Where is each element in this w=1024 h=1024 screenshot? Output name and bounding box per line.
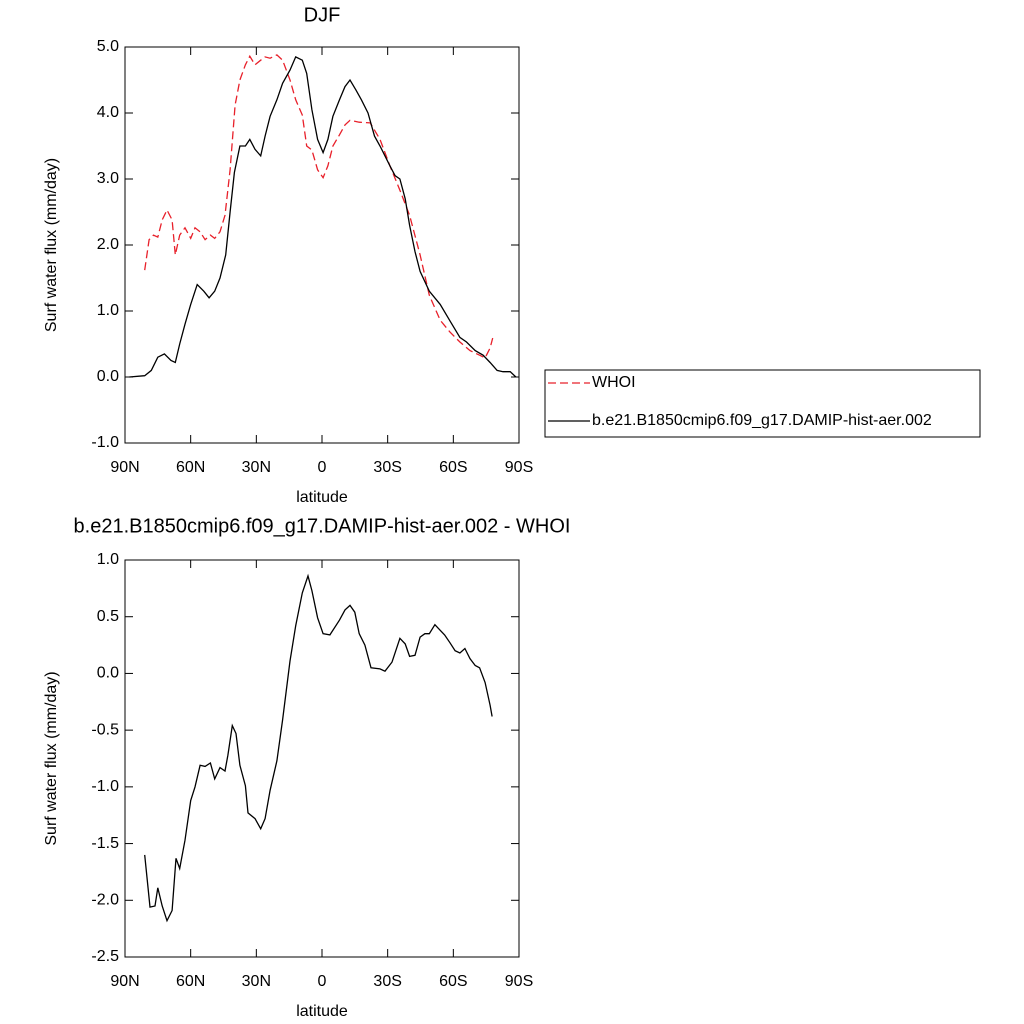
y-tick-label: -0.5 bbox=[91, 721, 119, 738]
y-tick-label: -1.5 bbox=[91, 835, 119, 852]
y-tick-label: 0.5 bbox=[97, 608, 119, 625]
data-line bbox=[129, 56, 517, 378]
plot-frame bbox=[124, 559, 520, 958]
plot-frame bbox=[124, 46, 520, 444]
x-tick-label: 30N bbox=[242, 973, 271, 990]
y-tick-label: 0.0 bbox=[97, 665, 119, 682]
y-tick-label: 1.0 bbox=[97, 551, 119, 568]
y-tick-label: 3.0 bbox=[97, 170, 119, 187]
x-tick-label: 30S bbox=[373, 973, 401, 990]
y-tick-label: 4.0 bbox=[97, 104, 119, 121]
legend-box bbox=[544, 369, 981, 438]
y-tick-label: 2.0 bbox=[97, 236, 119, 253]
x-axis-label: latitude bbox=[296, 1003, 348, 1020]
x-tick-label: 0 bbox=[318, 973, 327, 990]
x-tick-label: 60N bbox=[176, 973, 205, 990]
y-tick-label: -1.0 bbox=[91, 434, 119, 451]
legend-label: b.e21.B1850cmip6.f09_g17.DAMIP-hist-aer.… bbox=[592, 412, 932, 429]
x-axis-label: latitude bbox=[296, 489, 348, 506]
x-tick-label: 60S bbox=[439, 973, 467, 990]
y-axis-label: Surf water flux (mm/day) bbox=[43, 671, 60, 845]
x-tick-label: 90N bbox=[110, 973, 139, 990]
x-tick-label: 90S bbox=[505, 973, 533, 990]
y-tick-label: -2.5 bbox=[91, 948, 119, 965]
legend-label: WHOI bbox=[592, 374, 636, 391]
data-line bbox=[144, 54, 494, 359]
y-tick-label: 1.0 bbox=[97, 302, 119, 319]
x-tick-label: 30N bbox=[242, 459, 271, 476]
x-tick-label: 60N bbox=[176, 459, 205, 476]
y-tick-label: -2.0 bbox=[91, 892, 119, 909]
chart-title: b.e21.B1850cmip6.f09_g17.DAMIP-hist-aer.… bbox=[74, 515, 571, 537]
x-tick-label: 90S bbox=[505, 459, 533, 476]
data-line bbox=[144, 573, 493, 923]
y-tick-label: 5.0 bbox=[97, 38, 119, 55]
x-tick-label: 90N bbox=[110, 459, 139, 476]
y-tick-label: 0.0 bbox=[97, 368, 119, 385]
y-axis-label: Surf water flux (mm/day) bbox=[43, 158, 60, 332]
x-tick-label: 0 bbox=[318, 459, 327, 476]
chart-title: DJF bbox=[304, 4, 341, 26]
y-tick-label: -1.0 bbox=[91, 778, 119, 795]
x-tick-label: 30S bbox=[373, 459, 401, 476]
x-tick-label: 60S bbox=[439, 459, 467, 476]
